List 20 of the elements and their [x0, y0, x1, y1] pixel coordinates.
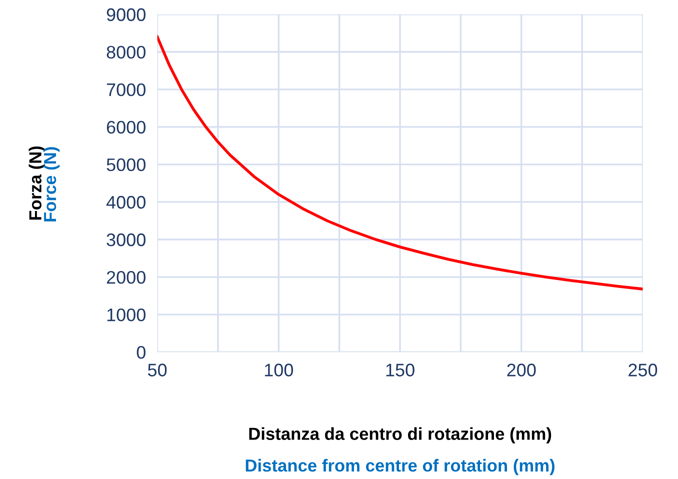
text: Distance from centre of rotation (mm) [246, 458, 554, 476]
y-tick-label: 4000 [106, 196, 146, 209]
y-tick-label: 6000 [106, 120, 146, 134]
y-tick-label: 9000 [106, 8, 146, 22]
y-tick-label: 5000 [106, 158, 146, 172]
line-series [157, 35, 643, 290]
x-tick-label: 250 [628, 364, 658, 376]
y-tick-label: 0 [136, 346, 146, 359]
y-axis-title: Forza (N) [28, 146, 45, 220]
y-tick-label: 1000 [107, 308, 146, 322]
y-tick-label: 2000 [106, 270, 146, 284]
x-tick-label: 50 [148, 364, 167, 376]
x-axis-title: Distanza da centro di rotazione (mm) [249, 427, 552, 444]
y-tick-label: 3000 [106, 233, 146, 246]
text: Force (N) [43, 147, 60, 222]
y-tick-label: 7000 [106, 83, 146, 96]
y-tick-label: 8000 [106, 46, 146, 59]
x-tick-label: 150 [386, 364, 414, 376]
x-tick-label: 200 [507, 364, 536, 376]
x-tick-label: 100 [264, 364, 294, 376]
